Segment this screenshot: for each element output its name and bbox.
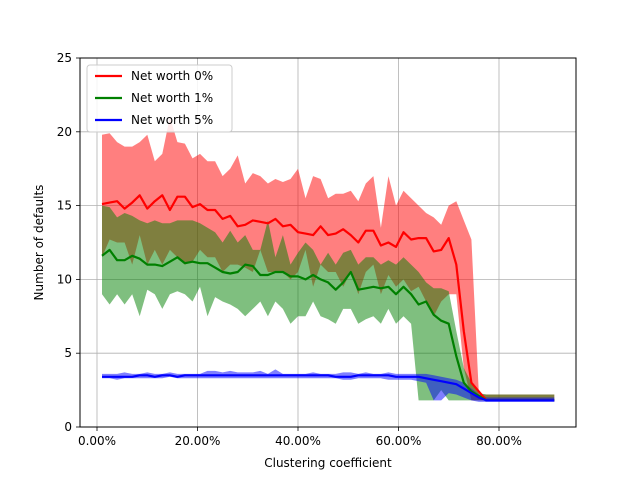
- x-tick-label: 20.00%: [175, 434, 221, 448]
- line-series-2: [101, 248, 555, 402]
- legend-label-2: Net worth 1%: [131, 91, 213, 105]
- y-axis-ticks: 0 5 10 15 20 25: [57, 51, 80, 434]
- x-axis-ticks: 0.00% 20.00% 40.00% 60.00% 80.00%: [78, 427, 522, 448]
- line-series-3: [102, 374, 555, 402]
- x-tick-label: 0.00%: [78, 434, 116, 448]
- legend: Net worth 0% Net worth 1% Net worth 5%: [86, 64, 233, 133]
- x-axis-label: Clustering coefficient: [264, 456, 392, 470]
- line-series-1: [101, 194, 555, 402]
- y-axis-label: Number of defaults: [32, 185, 46, 301]
- y-tick-label: 5: [64, 346, 72, 360]
- y-tick-label: 0: [64, 420, 72, 434]
- plot-frame: [79, 57, 577, 428]
- y-tick-label: 25: [57, 51, 72, 65]
- series-lines: [101, 194, 555, 402]
- y-tick-label: 20: [57, 125, 72, 139]
- x-tick-label: 40.00%: [275, 434, 321, 448]
- y-tick-label: 15: [57, 199, 72, 213]
- band-series-3: [102, 369, 555, 402]
- x-tick-label: 80.00%: [476, 434, 522, 448]
- x-tick-label: 60.00%: [376, 434, 422, 448]
- legend-label-1: Net worth 0%: [131, 69, 213, 83]
- legend-box: [86, 64, 233, 133]
- confidence-bands: [102, 117, 555, 402]
- band-series-2: [102, 205, 555, 401]
- legend-label-3: Net worth 5%: [131, 113, 213, 127]
- y-tick-label: 10: [57, 272, 72, 286]
